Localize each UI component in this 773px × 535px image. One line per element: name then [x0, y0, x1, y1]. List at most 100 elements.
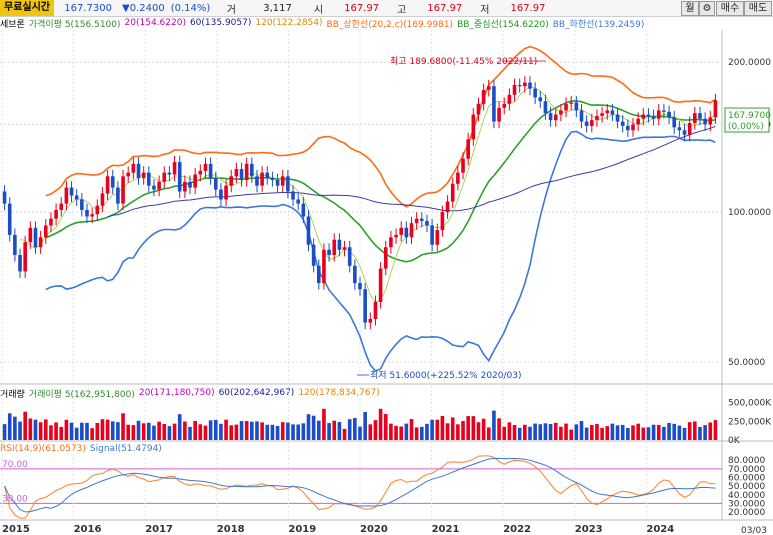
- volume-bar: [656, 424, 661, 440]
- bb-upper-line: [45, 45, 716, 208]
- volume-bar: [409, 419, 414, 440]
- volume-tick-label: 0K: [728, 436, 741, 446]
- volume-bar: [651, 424, 656, 440]
- bb-lower-line: [45, 130, 716, 372]
- volume-bar: [69, 422, 74, 440]
- candle-body: [126, 172, 131, 177]
- candle-body: [90, 214, 94, 217]
- bb-lower-legend: BB_하한선(139.2459): [552, 19, 645, 30]
- candle-body: [95, 205, 100, 215]
- low-label: 저: [480, 4, 490, 16]
- ma60-line: [107, 125, 716, 218]
- candle-body: [486, 86, 491, 90]
- volume-bar: [85, 422, 89, 440]
- volume-bar: [404, 423, 409, 440]
- candle-body: [316, 265, 321, 284]
- volume-label: 거래량: [0, 389, 25, 400]
- candle-body: [703, 118, 707, 125]
- volume-bar: [177, 414, 182, 440]
- volume-bar: [219, 423, 223, 440]
- candle-body: [378, 268, 383, 302]
- vol-ma20-legend: 20(171,180,750): [138, 388, 215, 398]
- candle-body: [110, 176, 115, 188]
- volume-bar: [486, 427, 491, 440]
- volume-bar: [141, 423, 146, 440]
- candle-body: [713, 100, 718, 118]
- candle-body: [667, 111, 671, 118]
- volume-bar: [322, 408, 326, 440]
- candle-body: [394, 234, 398, 238]
- candle-body: [420, 218, 424, 221]
- candle-body: [698, 113, 702, 119]
- volume-bar: [250, 421, 254, 440]
- volume-bar: [162, 424, 167, 440]
- volume-bar: [672, 423, 677, 440]
- volume-bar: [605, 426, 610, 440]
- candle-body: [2, 191, 7, 204]
- candle-body: [255, 176, 259, 186]
- candle-body: [260, 172, 264, 186]
- candle-body: [677, 127, 682, 131]
- candle-body: [492, 86, 496, 122]
- volume-bar: [517, 427, 522, 440]
- candle-body: [631, 124, 635, 131]
- volume-bar: [528, 426, 532, 440]
- date-end-label: 03/03: [741, 526, 767, 535]
- volume-bar: [481, 418, 486, 440]
- candle-body: [80, 199, 84, 210]
- current-price-label: 167.9700: [728, 111, 771, 121]
- volume-bar: [183, 421, 187, 440]
- volume-value: 3,117: [263, 2, 292, 14]
- candle-body: [425, 220, 429, 226]
- volume-bar: [636, 423, 640, 440]
- volume-bar: [327, 423, 331, 440]
- candle-body: [589, 120, 594, 126]
- price-change-pct: (0.14%): [170, 2, 211, 14]
- candle-body: [383, 247, 388, 269]
- volume-bar: [569, 429, 573, 440]
- gear-icon[interactable]: ⚙: [699, 1, 715, 16]
- candle-body: [131, 163, 136, 173]
- period-button[interactable]: 월: [681, 1, 699, 16]
- open-value: 167.97: [344, 2, 380, 14]
- candle-body: [203, 163, 208, 171]
- volume-bar: [54, 422, 58, 440]
- candle-body: [476, 103, 481, 115]
- rsi-tick-label: 70.0000: [728, 465, 765, 475]
- candle-body: [23, 242, 27, 272]
- volume-bar: [301, 423, 306, 440]
- year-label: 2019: [288, 524, 316, 535]
- price-tick-label: 200.0000: [728, 58, 771, 68]
- volume-bar: [7, 413, 12, 440]
- rsi-legend: RSI(14,9)(61.0573) Signal(51.4794): [0, 443, 166, 455]
- volume-bar: [188, 426, 192, 440]
- candle-body: [502, 103, 507, 108]
- candle-body: [641, 114, 646, 119]
- quote-bar: 무료실시간 167.7300 ▼0.2400 (0.14%) 거 3,117 시…: [0, 0, 773, 17]
- open-label: 시: [313, 4, 324, 16]
- volume-bar: [234, 424, 239, 440]
- price-tick-label: 50.0000: [728, 358, 765, 368]
- volume-bar: [631, 425, 635, 440]
- volume-bar: [543, 423, 548, 440]
- candle-body: [507, 94, 512, 104]
- buy-button[interactable]: 매수: [716, 1, 744, 16]
- candle-body: [239, 169, 244, 181]
- volume-bar: [260, 422, 264, 440]
- candle-body: [337, 239, 342, 250]
- volume-bar: [641, 427, 646, 440]
- candle-body: [569, 102, 573, 104]
- candle-body: [43, 225, 48, 238]
- volume-bar: [43, 419, 48, 440]
- candle-body: [147, 172, 151, 186]
- volume-bar: [358, 426, 362, 440]
- candle-body: [636, 118, 640, 125]
- volume-bar: [100, 419, 105, 440]
- volume-bar: [265, 424, 270, 440]
- candle-body: [708, 117, 713, 125]
- sell-button[interactable]: 매도: [744, 1, 772, 16]
- candle-body: [662, 110, 666, 112]
- candle-body: [54, 209, 58, 219]
- candle-body: [28, 227, 33, 243]
- volume-bar: [342, 428, 347, 440]
